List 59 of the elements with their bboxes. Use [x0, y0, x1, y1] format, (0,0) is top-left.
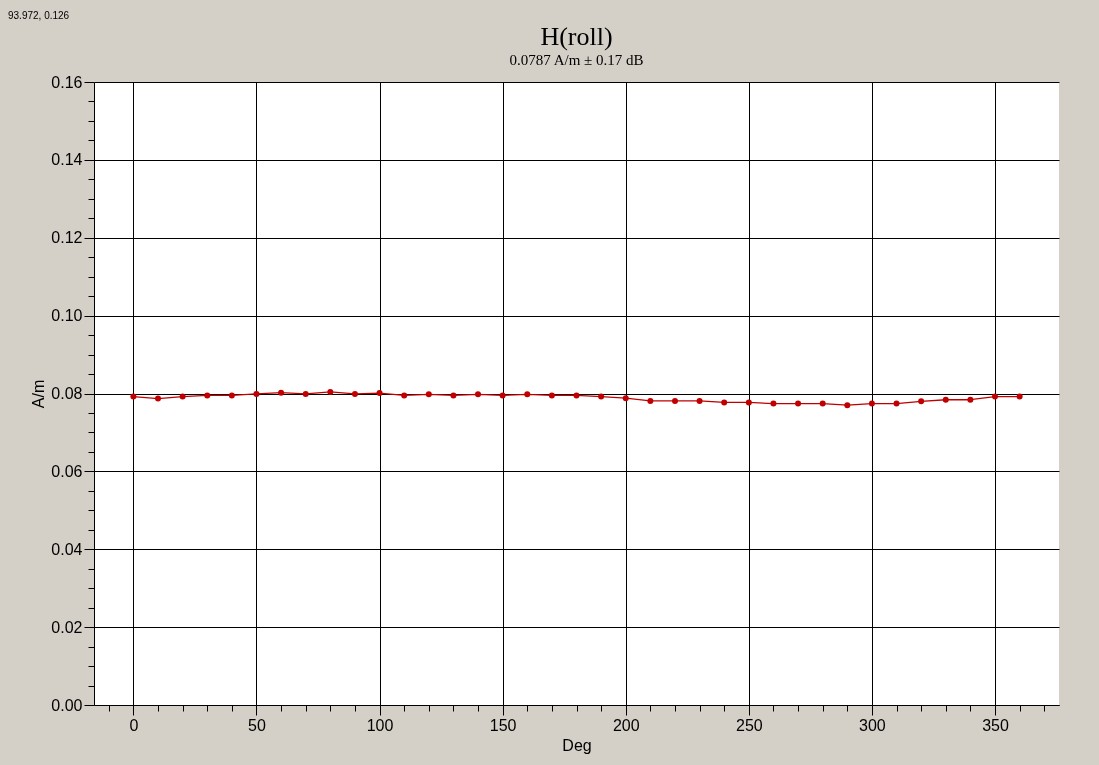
y-tick-label: 0.06	[51, 462, 83, 480]
x-tick-label: 150	[489, 716, 517, 734]
x-tick-label: 200	[612, 716, 640, 734]
point	[770, 400, 777, 407]
point	[401, 392, 408, 399]
x-tick-label: 250	[735, 716, 763, 734]
text: 93.972, 0.126	[8, 10, 70, 21]
point	[696, 397, 703, 404]
point	[918, 398, 925, 405]
point	[450, 392, 457, 399]
point	[253, 390, 260, 397]
point	[425, 391, 432, 398]
point	[598, 393, 605, 400]
point	[622, 395, 629, 402]
point	[942, 396, 949, 403]
point	[844, 402, 851, 409]
point	[795, 400, 802, 407]
y-tick-label: 0.14	[51, 151, 83, 169]
chart-title: H(roll)	[540, 22, 613, 51]
x-tick-label: 50	[248, 716, 266, 734]
chart-subtitle: 0.0787 A/m ± 0.17 dB	[509, 52, 644, 68]
point	[179, 393, 186, 400]
point	[868, 400, 875, 407]
x-tick-label: 350	[982, 716, 1009, 734]
point	[524, 391, 531, 398]
point	[819, 400, 826, 407]
point	[647, 397, 654, 404]
point	[278, 389, 285, 396]
x-tick-label: 0	[129, 716, 139, 734]
point	[548, 392, 555, 399]
y-axis-title: A/m	[30, 379, 48, 409]
y-tick-label: 0.00	[51, 696, 83, 714]
y-tick-label: 0.12	[51, 229, 83, 247]
point	[130, 393, 137, 400]
point	[1016, 393, 1023, 400]
y-tick-label: 0.04	[51, 540, 83, 558]
point	[745, 399, 752, 406]
y-tick-label: 0.16	[51, 73, 83, 91]
point	[991, 393, 998, 400]
point	[155, 395, 162, 402]
x-tick-label: 100	[366, 716, 394, 734]
point	[893, 400, 900, 407]
x-axis-title: Deg	[562, 736, 592, 754]
point	[475, 391, 482, 398]
y-tick-label: 0.10	[51, 307, 83, 325]
point	[327, 388, 334, 395]
x-tick-label: 300	[859, 716, 886, 734]
point	[573, 392, 580, 399]
point	[351, 390, 358, 397]
point	[228, 392, 235, 399]
point	[204, 392, 211, 399]
point	[302, 390, 309, 397]
point	[376, 390, 383, 397]
y-tick-label: 0.02	[51, 618, 83, 636]
y-tick-label: 0.08	[51, 385, 83, 402]
point	[721, 399, 728, 406]
point	[499, 392, 506, 399]
point	[967, 396, 974, 403]
point	[671, 397, 678, 404]
